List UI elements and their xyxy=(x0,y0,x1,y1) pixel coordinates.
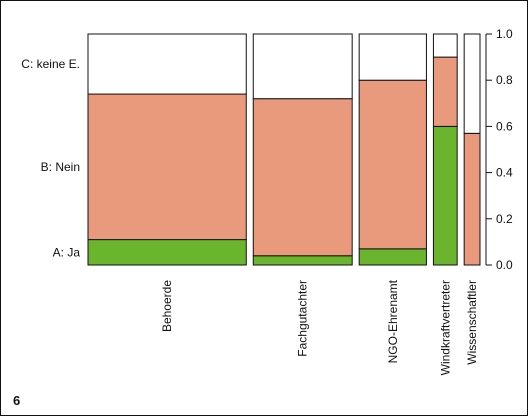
response-label: C: keine E. xyxy=(21,57,80,71)
y-tick-label: 0.8 xyxy=(496,73,513,87)
y-tick-label: 0.4 xyxy=(496,166,513,180)
mosaic-tiles xyxy=(87,33,481,266)
response-label: A: Ja xyxy=(53,245,81,259)
tile-behoerde-2 xyxy=(87,33,247,95)
tile-ngo-ehrenamt-0 xyxy=(358,248,427,266)
category-label: Behoerde xyxy=(160,280,174,332)
tile-wissenschaftler-1 xyxy=(463,132,481,266)
y-axis: 0.0 0.2 0.4 0.6 0.8 1.0 xyxy=(485,27,513,272)
category-label: Wissenschaftler xyxy=(465,280,479,365)
tile-windkraftvertreter-1 xyxy=(432,56,458,127)
y-tick-label: 0.2 xyxy=(496,212,513,226)
tile-windkraftvertreter-0 xyxy=(432,125,458,266)
tile-windkraftvertreter-2 xyxy=(432,33,458,58)
category-label: Windkraftvertreter xyxy=(438,280,452,375)
category-label: NGO-Ehrenamt xyxy=(386,279,400,363)
category-labels: Behoerde Fachgutachter NGO-Ehrenamt Windkra… xyxy=(160,279,479,375)
tile-ngo-ehrenamt-2 xyxy=(358,33,427,81)
y-tick-label: 1.0 xyxy=(496,27,513,41)
tile-fachgutachter-1 xyxy=(252,98,353,257)
y-tick-label: 0.0 xyxy=(496,258,513,272)
category-label: Fachgutachter xyxy=(296,280,310,357)
tile-fachgutachter-2 xyxy=(252,33,353,100)
y-tick-label: 0.6 xyxy=(496,119,513,133)
response-label: B: Nein xyxy=(41,160,80,174)
tile-behoerde-1 xyxy=(87,93,247,241)
tile-fachgutachter-0 xyxy=(252,255,353,266)
tile-behoerde-0 xyxy=(87,239,247,266)
tile-ngo-ehrenamt-1 xyxy=(358,79,427,250)
tile-wissenschaftler-2 xyxy=(463,33,481,134)
figure-number: 6 xyxy=(13,393,20,408)
response-labels: C: keine E. B: Nein A: Ja xyxy=(21,57,80,259)
